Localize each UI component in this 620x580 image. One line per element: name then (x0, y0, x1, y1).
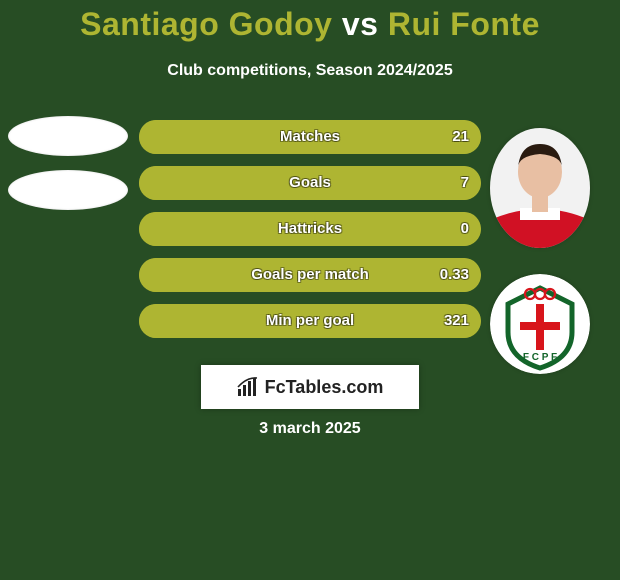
comparison-card: Santiago Godoy vs Rui Fonte Club competi… (0, 0, 620, 580)
svg-text:F C P F: F C P F (523, 352, 557, 363)
brand-text: FcTables.com (265, 377, 384, 398)
title-vs: vs (342, 6, 379, 42)
left-placeholder-stack (8, 116, 130, 224)
stat-label: Goals (139, 166, 481, 200)
stat-value-right: 0 (461, 212, 469, 246)
brand-box: FcTables.com (201, 365, 419, 409)
title-player2: Rui Fonte (388, 6, 540, 42)
title: Santiago Godoy vs Rui Fonte (0, 6, 620, 43)
stat-label: Matches (139, 120, 481, 154)
stat-row: Goals per match0.33 (139, 258, 481, 292)
chart-bars-icon (237, 377, 259, 397)
title-player1: Santiago Godoy (80, 6, 332, 42)
stat-label: Goals per match (139, 258, 481, 292)
stat-row: Min per goal321 (139, 304, 481, 338)
stat-label: Min per goal (139, 304, 481, 338)
date-text: 3 march 2025 (0, 420, 620, 438)
stats-bars: Matches21 Goals7 Hattricks0 Goals per match… (139, 120, 481, 350)
stat-value-right: 321 (444, 304, 469, 338)
stat-label: Hattricks (139, 212, 481, 246)
stat-value-right: 7 (461, 166, 469, 200)
placeholder-ellipse (8, 116, 128, 156)
subtitle: Club competitions, Season 2024/2025 (0, 62, 620, 80)
player-avatar (490, 128, 590, 248)
stat-row: Matches21 (139, 120, 481, 154)
stat-row: Hattricks0 (139, 212, 481, 246)
placeholder-ellipse (8, 170, 128, 210)
stat-row: Goals7 (139, 166, 481, 200)
stat-value-right: 21 (452, 120, 469, 154)
club-crest: F C P F (490, 274, 590, 374)
right-avatar-stack: F C P F (490, 128, 590, 400)
stat-value-right: 0.33 (440, 258, 469, 292)
